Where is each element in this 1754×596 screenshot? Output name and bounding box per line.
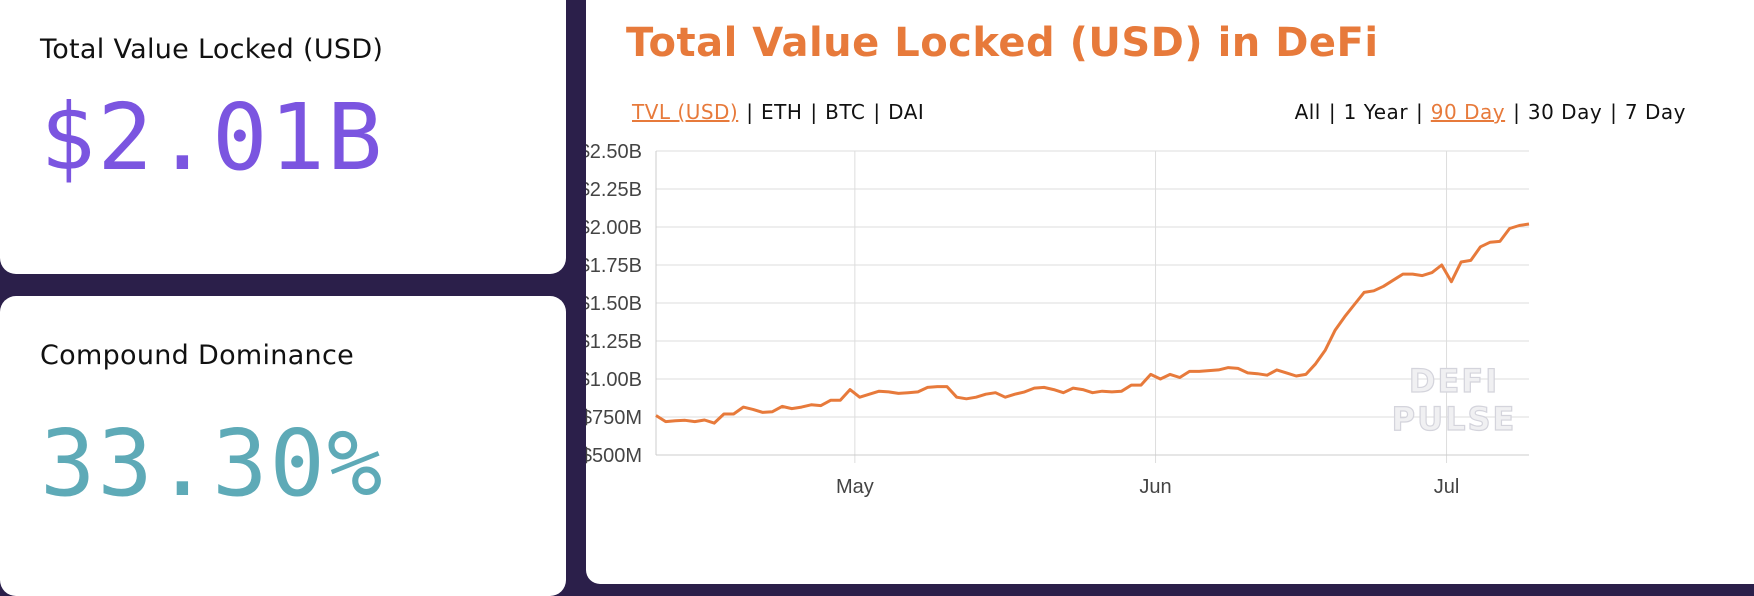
currency-option[interactable]: BTC (825, 100, 866, 124)
tvl-card: Total Value Locked (USD) $2.01B (0, 0, 566, 274)
dominance-value: 33.30% (40, 410, 385, 517)
chart-title: Total Value Locked (USD) in DeFi (626, 20, 1379, 66)
x-tick-label: Jun (1139, 476, 1171, 498)
y-tick-label: $2.50B (586, 141, 642, 163)
tvl-value: $2.01B (40, 84, 385, 191)
toggle-separator: | (1416, 100, 1423, 124)
currency-option[interactable]: DAI (888, 100, 925, 124)
dominance-card: Compound Dominance 33.30% (0, 296, 566, 596)
tvl-line-chart: $500M $750M $1.00B $1.25B $1.50B $1.75B $2.00B… (586, 141, 1530, 498)
x-tick-label: May (836, 476, 874, 498)
tvl-label: Total Value Locked (USD) (40, 34, 384, 65)
y-tick-label: $2.25B (586, 179, 642, 201)
defi-pulse-watermark: PULSE (1392, 400, 1517, 438)
x-tick-label: Jul (1434, 476, 1460, 498)
y-tick-label: $1.75B (586, 255, 642, 277)
currency-option[interactable]: ETH (761, 100, 803, 124)
range-toggle: All | 1 Year | 90 Day | 30 Day | 7 Day (1295, 100, 1686, 124)
range-option[interactable]: 30 Day (1527, 100, 1603, 124)
y-tick-label: $750M (586, 407, 642, 429)
toggle-separator: | (1513, 100, 1520, 124)
y-tick-label: $1.25B (586, 331, 642, 353)
toggle-separator: | (873, 100, 881, 124)
tvl-series-line (655, 222, 1530, 425)
y-tick-label: $2.00B (586, 217, 642, 239)
range-option[interactable]: 7 Day (1624, 100, 1686, 124)
dominance-label: Compound Dominance (40, 340, 355, 371)
y-tick-label: $1.50B (586, 293, 642, 315)
toggle-separator: | (1610, 100, 1617, 124)
defi-pulse-watermark: DEFI (1409, 362, 1499, 400)
range-option[interactable]: 1 Year (1343, 100, 1409, 124)
y-tick-label: $500M (586, 445, 642, 467)
toggle-separator: | (746, 100, 753, 124)
range-option[interactable]: All (1294, 100, 1321, 124)
tvl-chart-panel: Total Value Locked (USD) in DeFi TVL (US… (586, 0, 1754, 584)
range-option[interactable]: 90 Day (1430, 100, 1506, 124)
currency-option[interactable]: TVL (USD) (632, 100, 739, 124)
y-tick-label: $1.00B (586, 369, 642, 391)
currency-toggle: TVL (USD) | ETH | BTC | DAI (632, 100, 924, 124)
toggle-separator: | (1328, 100, 1336, 124)
toggle-separator: | (810, 100, 818, 124)
